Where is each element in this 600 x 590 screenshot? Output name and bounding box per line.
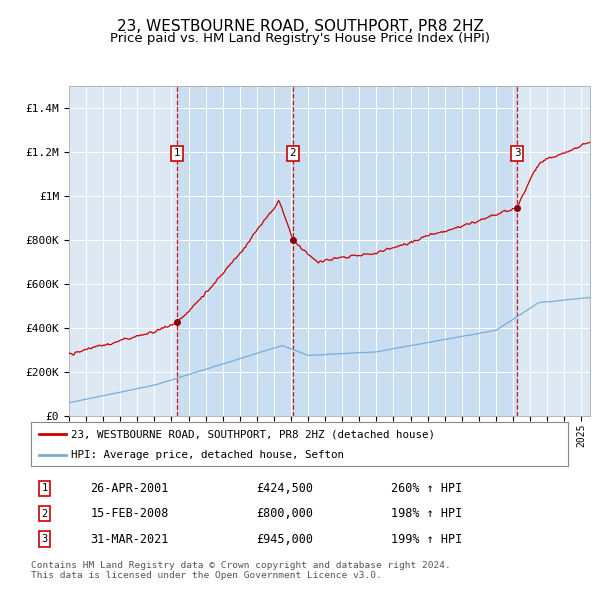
Text: Price paid vs. HM Land Registry's House Price Index (HPI): Price paid vs. HM Land Registry's House … (110, 32, 490, 45)
Bar (293, 86, 517, 416)
Text: 23, WESTBOURNE ROAD, SOUTHPORT, PR8 2HZ: 23, WESTBOURNE ROAD, SOUTHPORT, PR8 2HZ (116, 19, 484, 34)
Text: HPI: Average price, detached house, Sefton: HPI: Average price, detached house, Seft… (71, 450, 344, 460)
Text: 26-APR-2001: 26-APR-2001 (90, 481, 169, 494)
Text: 3: 3 (41, 534, 48, 544)
Text: Contains HM Land Registry data © Crown copyright and database right 2024.
This d: Contains HM Land Registry data © Crown c… (31, 560, 451, 580)
Text: 23, WESTBOURNE ROAD, SOUTHPORT, PR8 2HZ (detached house): 23, WESTBOURNE ROAD, SOUTHPORT, PR8 2HZ … (71, 430, 436, 439)
Text: 199% ↑ HPI: 199% ↑ HPI (391, 533, 462, 546)
Text: 260% ↑ HPI: 260% ↑ HPI (391, 481, 462, 494)
Text: 31-MAR-2021: 31-MAR-2021 (90, 533, 169, 546)
Text: 198% ↑ HPI: 198% ↑ HPI (391, 507, 462, 520)
Text: 1: 1 (41, 483, 48, 493)
Text: 1: 1 (173, 148, 180, 158)
Bar (177, 86, 293, 416)
Text: £424,500: £424,500 (257, 481, 314, 494)
Text: 15-FEB-2008: 15-FEB-2008 (90, 507, 169, 520)
Text: 2: 2 (41, 509, 48, 519)
Text: £945,000: £945,000 (257, 533, 314, 546)
Text: 2: 2 (290, 148, 296, 158)
Text: 3: 3 (514, 148, 521, 158)
Text: £800,000: £800,000 (257, 507, 314, 520)
